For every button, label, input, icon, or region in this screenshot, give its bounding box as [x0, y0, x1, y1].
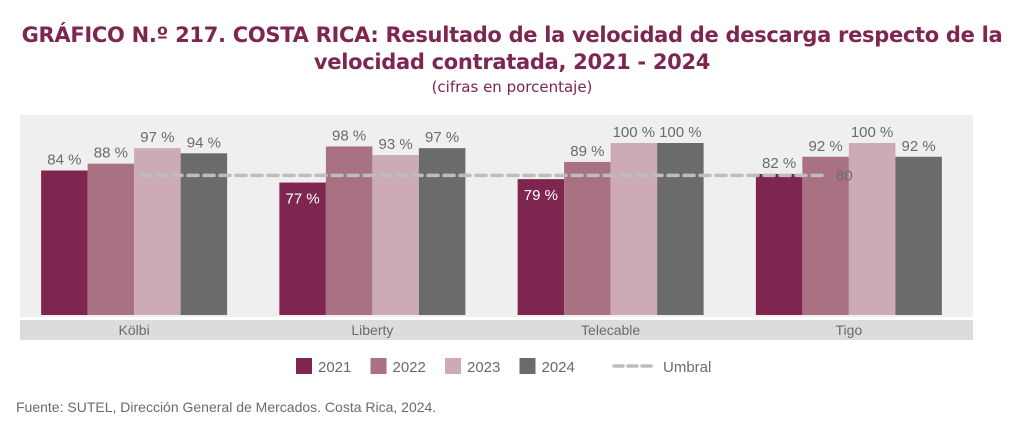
data-label: 79 % [524, 187, 558, 204]
bar-2022-0 [87, 163, 135, 315]
bar-2022-2 [564, 161, 611, 315]
bar-2023-0 [134, 148, 181, 315]
data-label: 84 % [47, 152, 81, 169]
chart-title-bold: GRÁFICO N.º 217. COSTA RICA: [21, 23, 379, 47]
data-label: 82 % [762, 155, 796, 172]
data-label: 98 % [332, 127, 366, 144]
bar-2021-3 [755, 173, 803, 315]
chart-title-line2: velocidad contratada, 2021 - 2024 [313, 50, 711, 74]
data-label: 93 % [379, 136, 413, 153]
chart-subtitle: (cifras en porcentaje) [431, 78, 593, 96]
category-axis-band [20, 320, 973, 340]
bar-2024-2 [657, 143, 704, 315]
threshold-label: 80 [836, 167, 853, 184]
data-label: 92 % [809, 138, 843, 155]
data-label: 88 % [94, 145, 128, 162]
data-label: 77 % [286, 191, 320, 208]
data-label: 100 % [851, 124, 894, 141]
bar-2023-3 [848, 143, 896, 315]
legend-label: 2021 [318, 359, 351, 376]
legend-label: 2024 [542, 359, 575, 376]
bar-2021-0 [41, 170, 88, 315]
bar-2021-2 [517, 179, 565, 315]
legend-swatch-2022 [370, 358, 387, 374]
bar-2022-3 [802, 156, 849, 315]
bar-2023-1 [372, 155, 419, 315]
bar-2023-2 [610, 143, 658, 315]
data-label: 100 % [613, 124, 656, 141]
category-label: Liberty [351, 322, 393, 338]
category-label: Kölbi [119, 322, 150, 338]
chart-title: GRÁFICO N.º 217. COSTA RICA: Resultado d… [0, 22, 1024, 76]
bar-2022-1 [325, 146, 373, 315]
data-label: 94 % [187, 134, 221, 151]
legend-label: Umbral [663, 359, 711, 376]
bar-2024-0 [180, 153, 228, 315]
legend-label: 2023 [467, 359, 500, 376]
data-label: 89 % [570, 143, 604, 160]
legend-swatch-2021 [296, 358, 312, 374]
category-label: Telecable [581, 322, 640, 338]
source-note: Fuente: SUTEL, Dirección General de Merc… [16, 399, 437, 415]
bar-2024-3 [895, 156, 942, 315]
data-label: 97 % [140, 129, 174, 146]
bar-2021-1 [279, 182, 326, 315]
bar-2024-1 [418, 148, 466, 315]
category-label: Tigo [836, 322, 863, 338]
legend-swatch-2024 [519, 358, 536, 374]
data-label: 92 % [902, 138, 936, 155]
data-label: 100 % [659, 124, 702, 141]
legend-label: 2022 [393, 359, 426, 376]
chart-title-rest: Resultado de la velocidad de descarga re… [378, 23, 1003, 47]
data-label: 97 % [425, 129, 459, 146]
legend-swatch-2023 [445, 358, 461, 374]
